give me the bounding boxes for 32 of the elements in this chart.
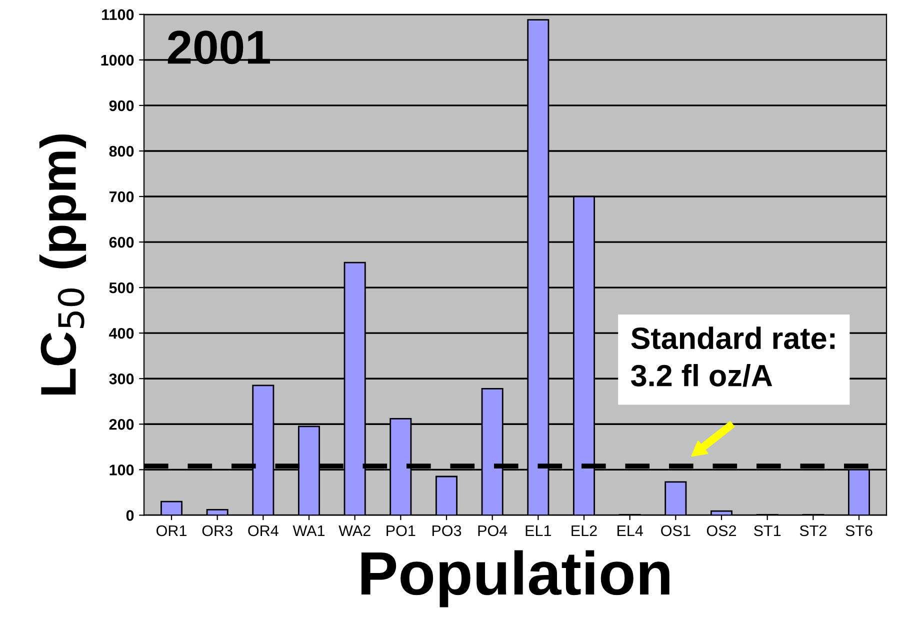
x-tick-label: ST6 bbox=[846, 525, 872, 536]
y-tick-label: 200 bbox=[109, 419, 134, 430]
x-tick-label: OR4 bbox=[248, 525, 278, 536]
y-tick-label: 600 bbox=[109, 236, 134, 248]
y-tick-label: 900 bbox=[109, 100, 134, 112]
y-tick-label: 300 bbox=[109, 373, 134, 384]
x-tick-label: ST2 bbox=[800, 525, 826, 536]
chart-title: 2001 bbox=[168, 30, 270, 64]
y-tick-label: 700 bbox=[109, 191, 134, 202]
y-tick-label: 1100 bbox=[102, 9, 134, 20]
x-tick-label: PO3 bbox=[432, 525, 462, 536]
y-tick-label: 100 bbox=[110, 464, 134, 476]
x-tick-label: PO1 bbox=[386, 525, 416, 536]
x-tick-label: EL4 bbox=[617, 525, 643, 536]
x-tick-label: OS1 bbox=[661, 525, 690, 536]
annotation: Standard rate: 3.2 fl oz/A bbox=[631, 326, 835, 387]
x-tick-label: OR3 bbox=[202, 525, 232, 536]
y-tick-label: 0 bbox=[126, 510, 134, 521]
x-tick-label: OR1 bbox=[156, 525, 186, 536]
y-tick-label: 1000 bbox=[101, 54, 134, 66]
x-tick-label: WA1 bbox=[292, 525, 325, 536]
x-axis-title: Population bbox=[362, 550, 670, 608]
x-tick-label: WA2 bbox=[338, 525, 370, 536]
x-tick-label: EL1 bbox=[526, 525, 552, 536]
y-tick-label: 500 bbox=[109, 282, 134, 294]
y-tick-label: 400 bbox=[109, 328, 134, 339]
x-tick-label: ST1 bbox=[754, 525, 781, 536]
x-tick-label: OS2 bbox=[706, 525, 736, 536]
y-tick-label: 800 bbox=[109, 146, 134, 157]
y-axis-title: LC$_{50}$ (ppm) bbox=[39, 134, 86, 394]
x-tick-label: EL2 bbox=[572, 525, 597, 536]
x-tick-label: PO4 bbox=[478, 525, 508, 536]
